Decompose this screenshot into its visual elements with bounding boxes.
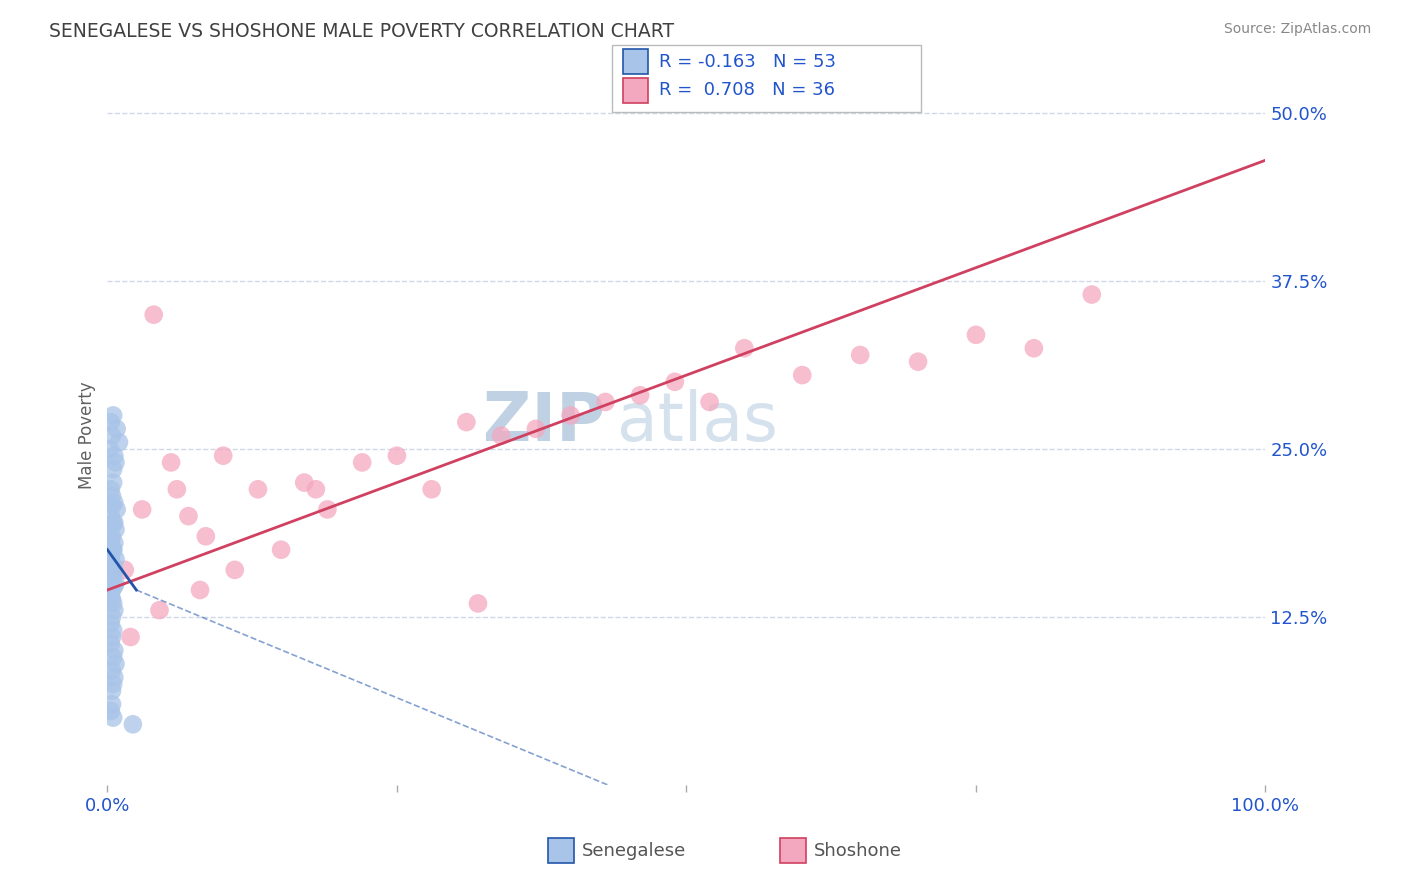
Point xyxy=(100,549,122,564)
Point xyxy=(103,643,125,657)
Point xyxy=(103,516,125,530)
Point xyxy=(907,354,929,368)
Point xyxy=(212,449,235,463)
Point xyxy=(100,533,122,548)
Point xyxy=(101,630,124,644)
Text: Senegalese: Senegalese xyxy=(582,842,686,860)
Point xyxy=(194,529,217,543)
Point xyxy=(166,483,188,497)
Point xyxy=(160,455,183,469)
Point xyxy=(628,388,651,402)
Point xyxy=(101,610,124,624)
Point xyxy=(792,368,814,383)
Point xyxy=(352,455,374,469)
Point xyxy=(101,462,124,476)
Point xyxy=(114,563,136,577)
Point xyxy=(100,637,122,651)
Point xyxy=(101,710,124,724)
Point xyxy=(385,449,408,463)
Point xyxy=(489,428,512,442)
Point xyxy=(224,563,246,577)
Point xyxy=(100,415,122,429)
Point xyxy=(188,582,211,597)
Point xyxy=(103,579,125,593)
Point xyxy=(101,566,124,580)
Text: R =  0.708   N = 36: R = 0.708 N = 36 xyxy=(659,81,835,99)
Point xyxy=(965,327,987,342)
Point xyxy=(103,536,125,550)
Point xyxy=(105,422,128,436)
Point xyxy=(103,449,125,463)
Point xyxy=(104,576,127,591)
Text: atlas: atlas xyxy=(617,389,778,455)
Point xyxy=(101,542,124,557)
Point xyxy=(142,308,165,322)
Point xyxy=(1081,287,1104,301)
Text: Shoshone: Shoshone xyxy=(814,842,903,860)
Point xyxy=(101,516,124,530)
Point xyxy=(849,348,872,362)
Point xyxy=(177,509,200,524)
Point xyxy=(595,395,617,409)
Point xyxy=(101,428,124,442)
Point xyxy=(292,475,315,490)
Point xyxy=(103,563,125,577)
Point xyxy=(101,677,124,691)
Point xyxy=(100,483,122,497)
Point xyxy=(104,455,127,469)
Point xyxy=(101,664,124,678)
Point xyxy=(104,657,127,671)
Point xyxy=(101,409,124,423)
Point xyxy=(1022,341,1045,355)
Point xyxy=(101,569,124,583)
Point xyxy=(148,603,170,617)
Point xyxy=(456,415,478,429)
Point xyxy=(131,502,153,516)
Point xyxy=(101,597,124,611)
Point xyxy=(420,483,443,497)
Point xyxy=(101,697,124,711)
Point xyxy=(101,683,124,698)
Point xyxy=(103,496,125,510)
Text: R = -0.163   N = 53: R = -0.163 N = 53 xyxy=(659,53,837,70)
Point xyxy=(121,717,143,731)
Point xyxy=(101,582,124,597)
Point xyxy=(664,375,686,389)
Point xyxy=(101,529,124,543)
Point xyxy=(104,552,127,566)
Point xyxy=(101,489,124,503)
Y-axis label: Male Poverty: Male Poverty xyxy=(79,382,96,490)
Point xyxy=(104,523,127,537)
Point xyxy=(103,603,125,617)
Point xyxy=(305,483,328,497)
Point xyxy=(101,592,124,607)
Point xyxy=(699,395,721,409)
Point xyxy=(100,590,122,604)
Point xyxy=(101,499,124,513)
Point xyxy=(98,442,121,456)
Point xyxy=(733,341,755,355)
Point xyxy=(103,670,125,684)
Point xyxy=(101,542,124,557)
Point xyxy=(100,509,122,524)
Point xyxy=(105,502,128,516)
Point xyxy=(467,597,489,611)
Text: ZIP: ZIP xyxy=(484,389,606,455)
Point xyxy=(101,475,124,490)
Point xyxy=(560,409,582,423)
Point xyxy=(101,556,124,570)
Text: SENEGALESE VS SHOSHONE MALE POVERTY CORRELATION CHART: SENEGALESE VS SHOSHONE MALE POVERTY CORR… xyxy=(49,22,675,41)
Point xyxy=(100,704,122,718)
Point xyxy=(270,542,292,557)
Point xyxy=(316,502,339,516)
Point xyxy=(246,483,269,497)
Point xyxy=(524,422,547,436)
Point xyxy=(100,616,122,631)
Point xyxy=(120,630,142,644)
Point xyxy=(101,624,124,638)
Text: Source: ZipAtlas.com: Source: ZipAtlas.com xyxy=(1223,22,1371,37)
Point xyxy=(101,650,124,665)
Point xyxy=(108,435,131,450)
